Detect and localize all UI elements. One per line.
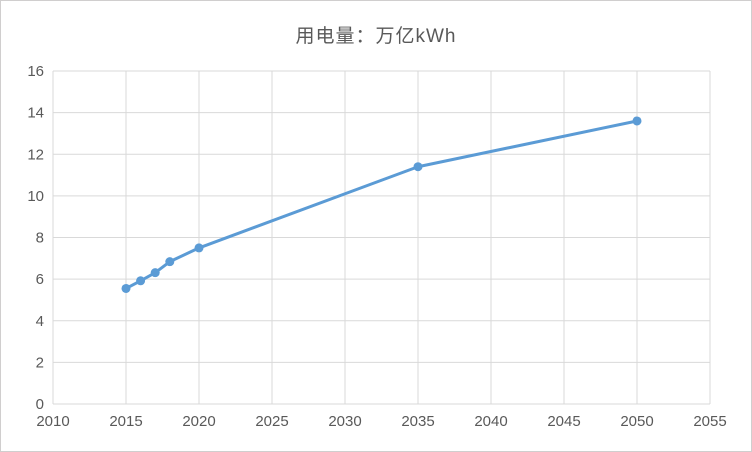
chart-title: 用电量：万亿kWh [295, 26, 457, 47]
y-tick-label: 14 [27, 105, 44, 122]
x-tick-label: 2025 [255, 413, 288, 430]
y-tick-label: 0 [36, 396, 44, 413]
x-tick-label: 2050 [620, 413, 653, 430]
data-point [632, 116, 642, 126]
data-point [413, 162, 423, 172]
x-tick-label: 2035 [401, 413, 434, 430]
data-point [194, 243, 204, 253]
x-tick-label: 2055 [693, 413, 726, 430]
x-tick-label: 2040 [474, 413, 507, 430]
y-tick-label: 16 [27, 63, 44, 80]
x-tick-label: 2015 [109, 413, 142, 430]
y-tick-label: 8 [36, 230, 44, 247]
y-tick-label: 6 [36, 271, 44, 288]
x-tick-label: 2030 [328, 413, 361, 430]
y-tick-label: 10 [27, 188, 44, 205]
x-tick-label: 2020 [182, 413, 215, 430]
data-point [121, 283, 131, 293]
series-line [124, 119, 639, 290]
x-tick-label: 2045 [547, 413, 580, 430]
data-point [150, 268, 160, 278]
data-point [136, 276, 146, 286]
y-tick-label: 4 [36, 313, 44, 330]
data-point [165, 257, 175, 267]
x-tick-label: 2010 [36, 413, 69, 430]
y-tick-label: 2 [36, 354, 44, 371]
y-tick-label: 12 [27, 146, 44, 163]
